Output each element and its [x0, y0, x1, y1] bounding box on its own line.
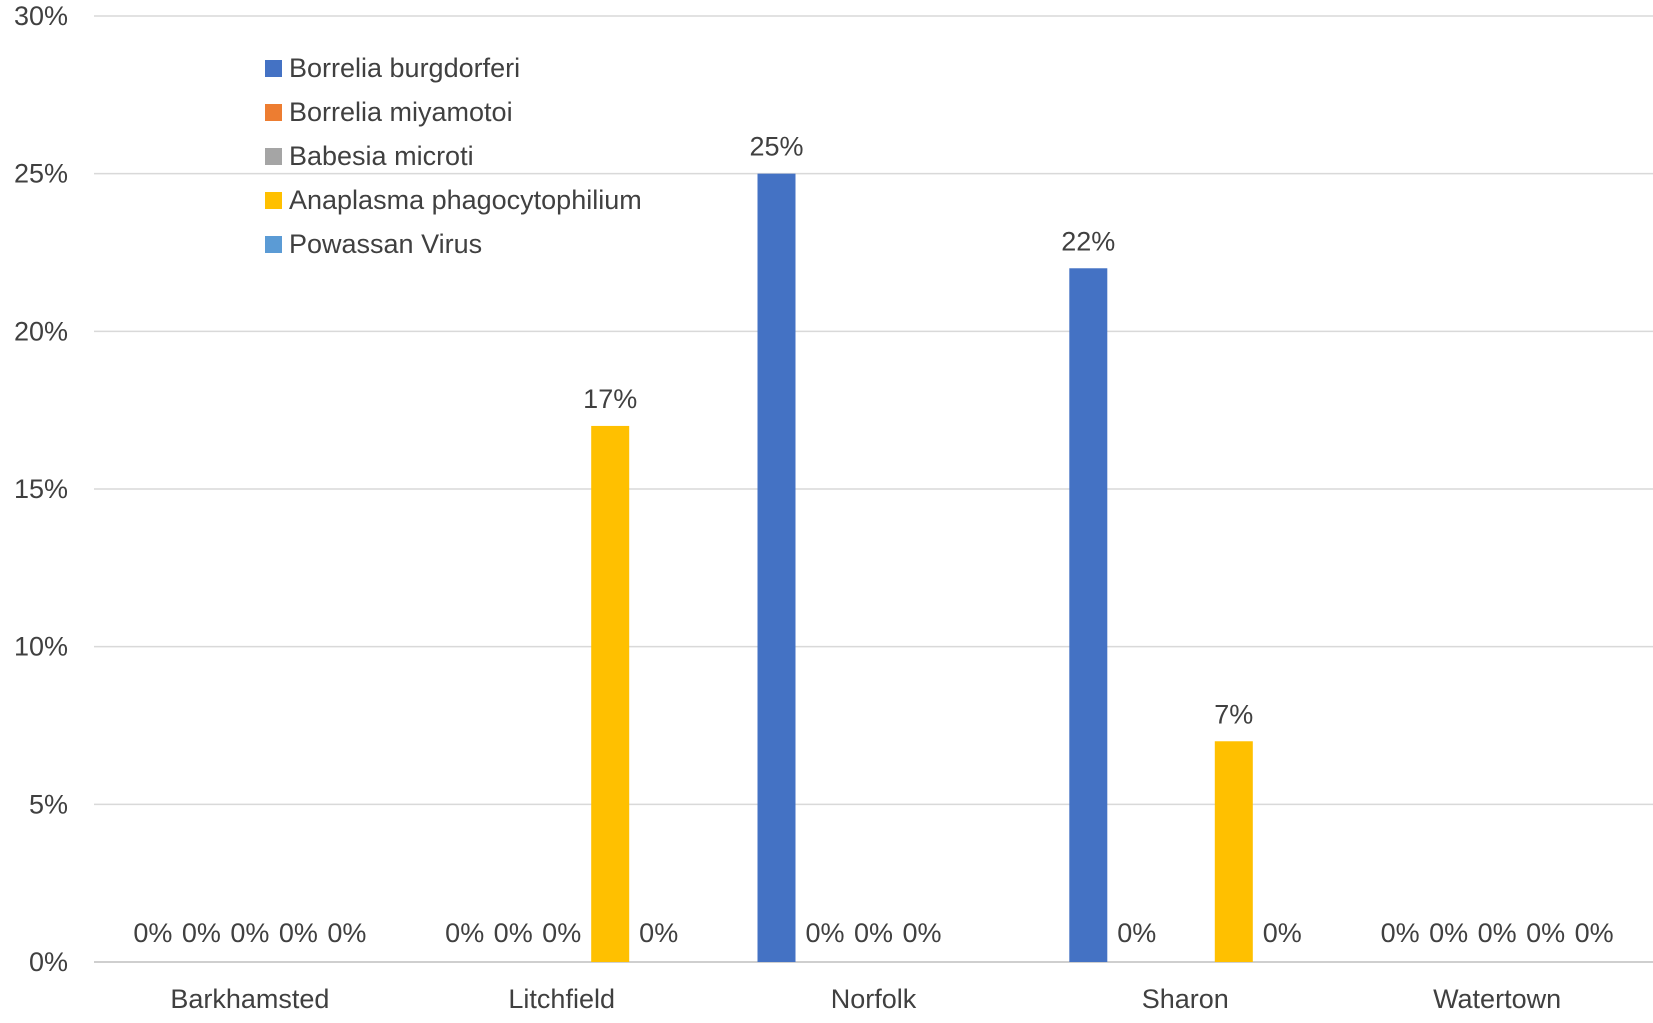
legend-item: Borrelia miyamotoi: [265, 90, 642, 134]
x-tick-label: Barkhamsted: [170, 984, 329, 1014]
data-label: 0%: [1575, 918, 1614, 948]
data-label: 22%: [1061, 226, 1115, 256]
bar: [1069, 268, 1108, 962]
x-tick-label: Litchfield: [508, 984, 615, 1014]
legend-swatch: [265, 147, 282, 165]
legend-label: Babesia microti: [289, 140, 474, 171]
legend-swatch: [265, 59, 282, 77]
legend-label: Borrelia miyamotoi: [289, 96, 513, 127]
data-label: 25%: [749, 132, 803, 162]
data-label: 0%: [805, 918, 844, 948]
data-label: 0%: [902, 918, 941, 948]
data-label: 0%: [445, 918, 484, 948]
y-tick-label: 30%: [14, 1, 68, 31]
y-tick-label: 0%: [29, 947, 68, 977]
data-label: 0%: [1381, 918, 1420, 948]
x-tick-label: Norfolk: [831, 984, 917, 1014]
legend-swatch: [265, 191, 282, 209]
y-tick-label: 25%: [14, 159, 68, 189]
bar: [591, 425, 630, 962]
data-label: 0%: [494, 918, 533, 948]
legend-item: Powassan Virus: [265, 222, 642, 266]
x-tick-label: Watertown: [1433, 984, 1561, 1014]
data-label: 0%: [1478, 918, 1517, 948]
data-label: 0%: [1263, 918, 1302, 948]
data-label: 0%: [1526, 918, 1565, 948]
legend-label: Borrelia burgdorferi: [289, 52, 521, 83]
data-label: 0%: [182, 918, 221, 948]
data-label: 0%: [133, 918, 172, 948]
data-label: 0%: [1117, 918, 1156, 948]
data-label: 0%: [327, 918, 366, 948]
legend: Borrelia burgdorferi Borrelia miyamotoi …: [265, 46, 642, 266]
data-label: 0%: [230, 918, 269, 948]
legend-label: Powassan Virus: [289, 228, 483, 259]
data-label: 17%: [583, 384, 637, 414]
data-label: 0%: [639, 918, 678, 948]
legend-item: Babesia microti: [265, 134, 642, 178]
x-tick-label: Sharon: [1142, 984, 1229, 1014]
legend-swatch: [265, 103, 282, 121]
bar: [1214, 741, 1253, 962]
y-tick-label: 15%: [14, 474, 68, 504]
legend-label: Anaplasma phagocytophilium: [289, 184, 642, 215]
legend-swatch: [265, 235, 282, 253]
y-tick-label: 5%: [29, 789, 68, 819]
bar: [757, 173, 796, 962]
data-label: 0%: [1429, 918, 1468, 948]
data-label: 7%: [1214, 699, 1253, 729]
data-label: 0%: [279, 918, 318, 948]
data-label: 0%: [854, 918, 893, 948]
data-label: 0%: [542, 918, 581, 948]
y-tick-label: 20%: [14, 316, 68, 346]
legend-item: Borrelia burgdorferi: [265, 46, 642, 90]
y-tick-label: 10%: [14, 632, 68, 662]
legend-item: Anaplasma phagocytophilium: [265, 178, 642, 222]
